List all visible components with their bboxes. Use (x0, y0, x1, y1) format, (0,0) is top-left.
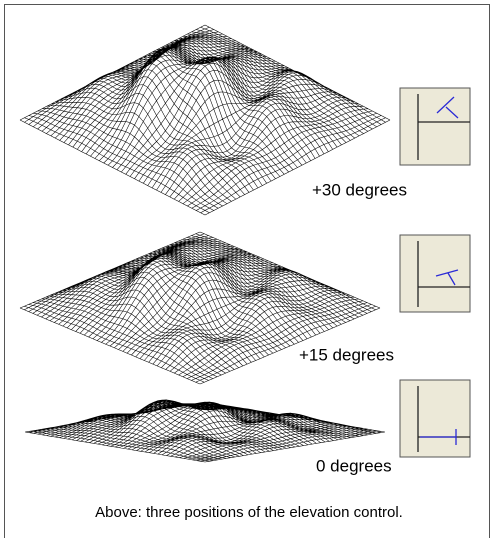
wireframes (19, 24, 391, 463)
elevation-indicator (436, 96, 459, 119)
elevation-control (399, 379, 471, 458)
terrain-wireframe (19, 24, 391, 216)
elevation-indicator (435, 269, 459, 286)
terrain-wireframe (19, 231, 381, 385)
elevation-label: +15 degrees (299, 345, 394, 364)
elevation-indicator (420, 429, 457, 445)
terrain-wireframe (24, 399, 386, 463)
elevation-label: 0 degrees (316, 456, 392, 475)
caption: Above: three positions of the elevation … (95, 504, 403, 521)
elevation-control (399, 87, 471, 166)
elevation-control (399, 234, 471, 313)
elevation-label: +30 degrees (312, 180, 407, 199)
frame (4, 4, 490, 538)
